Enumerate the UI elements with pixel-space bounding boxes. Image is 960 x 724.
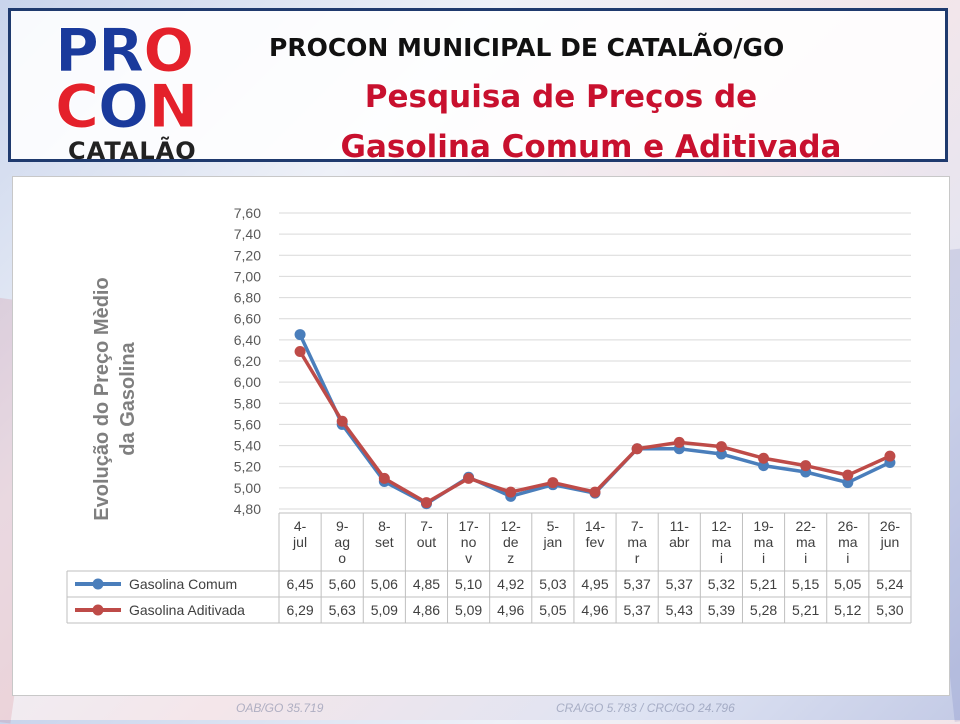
table-cell-value: 4,96 <box>497 602 524 618</box>
table-cell-value: 5,37 <box>624 602 651 618</box>
legend-label: Gasolina Aditivada <box>129 602 245 618</box>
data-point <box>378 472 390 484</box>
y-tick-label: 6,80 <box>234 290 261 306</box>
table-cell-value: 5,32 <box>708 576 735 592</box>
y-tick-label: 5,00 <box>234 480 261 496</box>
x-category-label: 26-jun <box>880 518 901 550</box>
y-tick-label: 7,40 <box>234 226 261 242</box>
table-cell-value: 5,21 <box>792 602 819 618</box>
footer: OAB/GO 35.719 CRA/GO 5.783 / CRC/GO 24.7… <box>0 700 960 720</box>
data-point <box>758 452 770 464</box>
table-cell-value: 5,05 <box>834 576 861 592</box>
y-tick-label: 6,00 <box>234 374 261 390</box>
data-point <box>800 460 812 472</box>
data-point <box>631 443 643 455</box>
y-tick-label: 7,60 <box>234 205 261 221</box>
y-tick-label: 5,60 <box>234 416 261 432</box>
x-category-label: 17-no v <box>458 518 479 566</box>
page-subtitle-line1: Pesquisa de Preços de <box>364 79 758 115</box>
x-category-label: 5-jan <box>543 518 563 550</box>
table-cell-value: 4,95 <box>581 576 608 592</box>
y-tick-label: 6,60 <box>234 311 261 327</box>
table-cell-value: 5,10 <box>455 576 482 592</box>
y-tick-label: 6,40 <box>234 332 261 348</box>
footer-registration-right: CRA/GO 5.783 / CRC/GO 24.796 <box>556 701 735 715</box>
y-tick-label: 7,00 <box>234 268 261 284</box>
table-cell-value: 4,85 <box>413 576 440 592</box>
y-axis-title: Evolução do Preço Mèdio da Gasolina <box>91 277 139 520</box>
data-point <box>420 497 432 509</box>
procon-logo: PRO CON CATALÃO <box>35 13 255 166</box>
table-cell-value: 5,37 <box>624 576 651 592</box>
data-point <box>673 436 685 448</box>
table-cell-value: 4,86 <box>413 602 440 618</box>
y-tick-label: 5,40 <box>234 438 261 454</box>
table-cell-value: 5,30 <box>876 602 903 618</box>
table-cell-value: 5,63 <box>329 602 356 618</box>
x-category-label: 9-ag o <box>334 518 350 566</box>
table-cell-value: 5,06 <box>371 576 398 592</box>
x-category-label: 12-de z <box>501 518 522 566</box>
data-point <box>294 329 306 341</box>
x-category-label: 7-ma r <box>627 518 647 566</box>
table-cell-value: 5,39 <box>708 602 735 618</box>
logo-pro-text: PRO <box>54 16 194 86</box>
x-category-label: 14-fev <box>585 518 606 550</box>
legend-label: Gasolina Comum <box>129 576 237 592</box>
y-tick-label: 6,20 <box>234 353 261 369</box>
x-category-label: 12-ma i <box>711 518 732 566</box>
table-cell-value: 5,28 <box>750 602 777 618</box>
y-tick-label: 4,80 <box>234 501 261 517</box>
table-cell-value: 5,03 <box>539 576 566 592</box>
data-point <box>884 450 896 462</box>
x-category-label: 22-ma i <box>796 518 817 566</box>
y-tick-label: 5,20 <box>234 459 261 475</box>
table-cell-value: 6,45 <box>286 576 313 592</box>
table-cell-value: 5,43 <box>666 602 693 618</box>
x-category-label: 8-set <box>375 518 394 550</box>
legend-marker <box>92 578 104 590</box>
x-category-label: 4-jul <box>292 518 307 550</box>
table-cell-value: 5,12 <box>834 602 861 618</box>
x-category-label: 26-ma i <box>838 518 859 566</box>
data-point <box>715 441 727 453</box>
legend-marker <box>92 604 104 616</box>
data-point <box>589 486 601 498</box>
page-title: PROCON MUNICIPAL DE CATALÃO/GO <box>269 33 785 62</box>
logo-subtitle: CATALÃO <box>68 137 197 165</box>
data-point <box>547 477 559 489</box>
table-cell-value: 5,15 <box>792 576 819 592</box>
table-cell-value: 5,37 <box>666 576 693 592</box>
footer-registration-left: OAB/GO 35.719 <box>236 701 324 715</box>
table-cell-value: 4,96 <box>581 602 608 618</box>
y-tick-label: 5,80 <box>234 395 261 411</box>
table-cell-value: 4,92 <box>497 576 524 592</box>
x-category-label: 19-ma i <box>753 518 774 566</box>
logo-con-text: CON <box>54 72 198 142</box>
price-line-chart: 7,60 7,40 7,20 7,00 6,80 6,60 6,40 6,20 6,00 5,80… <box>66 205 912 624</box>
header-banner: PRO CON CATALÃO PROCON MUNICIPAL DE CATA… <box>8 8 948 166</box>
data-point <box>294 345 306 357</box>
table-cell-value: 5,09 <box>371 602 398 618</box>
table-cell-value: 5,21 <box>750 576 777 592</box>
table-cell-value: 5,05 <box>539 602 566 618</box>
chart-panel: 7,60 7,40 7,20 7,00 6,80 6,60 6,40 6,20 6,00 5,80… <box>12 176 950 696</box>
data-point <box>505 486 517 498</box>
data-point <box>463 472 475 484</box>
table-cell-value: 5,60 <box>329 576 356 592</box>
table-cell-value: 6,29 <box>286 602 313 618</box>
x-category-label: 11-abr <box>669 518 690 550</box>
data-point <box>842 469 854 481</box>
table-cell-value: 5,24 <box>876 576 903 592</box>
y-tick-label: 7,20 <box>234 247 261 263</box>
data-point <box>336 415 348 427</box>
table-cell-value: 5,09 <box>455 602 482 618</box>
page-subtitle-line2: Gasolina Comum e Aditivada <box>340 129 842 165</box>
x-category-label: 7-out <box>417 518 437 550</box>
